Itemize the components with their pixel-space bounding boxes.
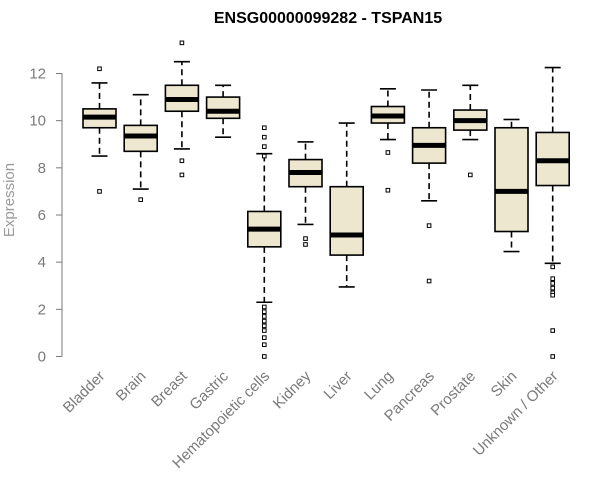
outlier-point	[262, 335, 267, 340]
box-iqr	[494, 126, 529, 233]
outlier-point	[179, 172, 185, 178]
y-tick-label: 6	[38, 207, 46, 224]
y-tick-label: 4	[38, 254, 46, 271]
outlier-point	[179, 158, 185, 164]
x-category-label: Prostate	[428, 368, 480, 420]
outlier-point	[262, 309, 267, 314]
outlier-point	[303, 236, 308, 241]
x-category-label: Lung	[361, 368, 397, 404]
outlier-point	[262, 323, 267, 329]
outlier-point	[303, 242, 308, 247]
outlier-point	[262, 134, 267, 140]
outlier-point	[262, 328, 267, 333]
box-group	[370, 88, 406, 193]
y-tick-label: 12	[29, 66, 46, 83]
outlier-point	[262, 153, 267, 159]
outlier-point	[97, 189, 102, 194]
outlier-point	[550, 292, 556, 298]
outlier-point	[262, 304, 267, 310]
outlier-point	[426, 278, 432, 284]
outlier-point	[262, 342, 267, 348]
x-category-label: Brain	[113, 368, 150, 405]
x-category-label: Breast	[148, 367, 191, 410]
x-category-label: Liver	[321, 368, 356, 403]
box-series	[82, 40, 571, 359]
x-category-label: Skin	[488, 368, 521, 401]
outlier-point	[385, 187, 391, 193]
outlier-point	[138, 197, 143, 202]
y-tick-label: 10	[29, 113, 46, 130]
box-group	[329, 122, 365, 288]
outlier-point	[385, 150, 391, 155]
y-tick-label: 2	[38, 301, 46, 318]
chart-title: ENSG00000099282 - TSPAN15	[214, 10, 442, 27]
y-axis: 0 2 4 6 8 10 12	[29, 66, 63, 366]
outlier-point	[550, 285, 556, 291]
outlier-point	[262, 354, 267, 359]
outlier-point	[262, 314, 267, 319]
box-group	[452, 84, 488, 178]
box-group	[247, 125, 282, 359]
y-axis-title: Expression	[1, 163, 18, 237]
box-iqr	[205, 96, 241, 120]
outlier-point	[550, 276, 556, 281]
box-group	[535, 66, 571, 359]
outlier-point	[262, 318, 267, 324]
box-iqr	[329, 185, 365, 256]
box-group	[82, 66, 117, 194]
outlier-point	[97, 66, 102, 72]
box-group	[494, 118, 529, 253]
box-group	[123, 93, 158, 202]
outlier-point	[550, 281, 556, 286]
outlier-point	[262, 125, 267, 131]
outlier-point	[262, 144, 267, 149]
outlier-point	[468, 172, 473, 178]
outlier-point	[550, 354, 556, 359]
box-group	[288, 141, 323, 247]
y-tick-label: 8	[38, 160, 46, 177]
y-tick-label: 0	[38, 349, 46, 366]
outlier-point	[550, 328, 556, 333]
box-group	[164, 40, 200, 178]
x-category-label: Kidney	[270, 367, 315, 412]
box-group	[411, 89, 447, 284]
outlier-point	[426, 223, 432, 228]
box-group	[205, 84, 241, 138]
outlier-point	[179, 40, 185, 46]
x-category-label: Bladder	[60, 368, 109, 417]
outlier-point	[550, 264, 556, 270]
